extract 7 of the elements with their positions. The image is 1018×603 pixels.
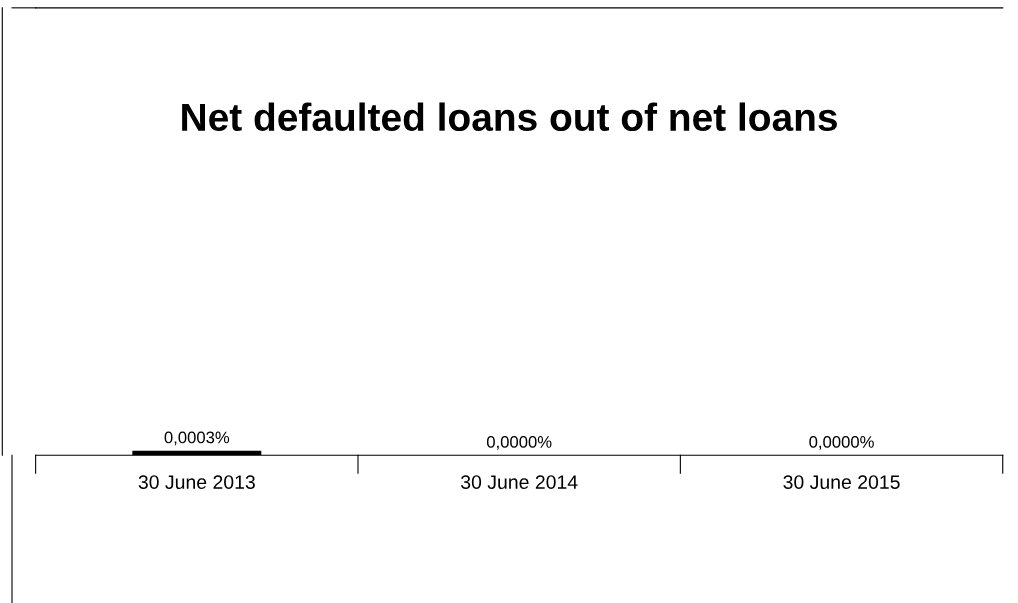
data-label: 0,0000% xyxy=(809,436,874,450)
data-label: 0,0003% xyxy=(164,431,230,446)
x-tick-label: 30 June 2014 xyxy=(461,475,578,489)
x-tick-label: 30 June 2015 xyxy=(783,475,900,489)
data-label: 0,0000% xyxy=(486,436,552,450)
text: Net defaulted loans out of net loans xyxy=(182,102,837,132)
x-tick-label: 30 June 2013 xyxy=(138,475,255,489)
